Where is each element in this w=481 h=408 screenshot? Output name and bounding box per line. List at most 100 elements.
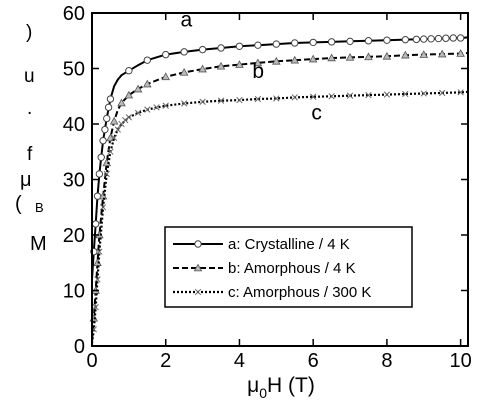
y-axis-label-glyph: .: [27, 98, 32, 119]
data-point-b: [198, 64, 207, 73]
data-point-c: [346, 92, 354, 99]
x-axis-label-rest: H (T): [267, 374, 315, 397]
data-point-a: [143, 56, 151, 64]
data-point-a: [180, 48, 188, 56]
x-axis-label-main: μ: [247, 374, 259, 397]
y-axis-label: ) u. fμ(B M: [15, 22, 47, 255]
data-point-a: [91, 220, 100, 228]
data-point-a: [412, 35, 421, 44]
legend-item-c: c: Amorphous / 300 K: [173, 284, 371, 301]
data-point-a: [434, 34, 443, 43]
data-point-c: [162, 102, 169, 109]
data-point-c: [144, 106, 151, 113]
x-axis-label-sub: 0: [259, 385, 267, 401]
y-axis-label-glyph: f: [27, 144, 33, 165]
x-tick-label: 4: [234, 350, 245, 372]
data-point-c: [110, 134, 118, 142]
curve-label-c: c: [311, 102, 322, 125]
data-point-b: [419, 50, 429, 58]
y-axis-label-glyph: B: [35, 200, 44, 215]
data-point-c: [217, 97, 225, 104]
data-point-b: [179, 67, 189, 76]
data-point-a: [125, 67, 133, 75]
legend-item-b: b: Amorphous / 4 K: [173, 260, 356, 277]
data-point-c: [125, 114, 133, 121]
data-point-c: [420, 90, 427, 97]
data-point-c: [457, 89, 464, 96]
legend-label-b: b: Amorphous / 4 K: [228, 260, 356, 277]
series-line-b: [91, 52, 469, 341]
data-point-c: [94, 276, 101, 283]
x-tick-label: 8: [381, 350, 392, 372]
data-point-c: [99, 204, 107, 211]
data-point-a: [162, 50, 170, 59]
data-point-c: [114, 126, 121, 133]
data-point-a: [364, 37, 373, 45]
data-point-b: [133, 84, 143, 93]
data-point-b: [253, 58, 263, 67]
data-point-b: [235, 60, 244, 68]
data-point-a: [420, 35, 428, 43]
data-point-b: [382, 51, 392, 60]
series-group: [89, 34, 469, 344]
data-point-b: [327, 53, 336, 62]
series-line-c: [90, 90, 469, 344]
y-axis-label-glyph: ): [26, 22, 32, 43]
x-tick-label: 6: [308, 350, 319, 372]
data-point-c: [236, 96, 243, 104]
data-point-a: [291, 39, 299, 47]
y-tick-label: 20: [63, 225, 85, 247]
data-point-a: [449, 34, 457, 42]
data-point-a: [272, 40, 281, 48]
data-point-c: [103, 170, 110, 178]
legend: a: Crystalline / 4 K b: Amorphous / 4 K c:…: [164, 226, 413, 308]
curve-annotations: a b c: [180, 8, 321, 124]
legend-label-a: a: Crystalline / 4 K: [228, 236, 350, 253]
data-point-a: [442, 34, 450, 42]
data-point-c: [107, 148, 114, 155]
data-point-b: [272, 56, 281, 65]
y-tick-label: 10: [63, 281, 85, 303]
y-tick-label: 50: [63, 59, 85, 81]
data-point-a: [309, 38, 317, 47]
data-point-b: [124, 90, 134, 99]
data-point-a: [97, 153, 105, 162]
data-point-b: [117, 98, 126, 107]
y-axis-label-glyph: μ: [20, 169, 32, 191]
data-point-c: [153, 104, 160, 111]
legend-item-a: a: Crystalline / 4 K: [173, 236, 350, 253]
data-point-b: [456, 49, 465, 57]
data-point-c: [122, 116, 129, 124]
data-point-a: [103, 114, 111, 123]
series-b: [89, 49, 469, 341]
x-axis-label: μ0H (T): [247, 374, 315, 401]
data-point-c: [92, 303, 99, 311]
data-point-b: [143, 79, 152, 88]
data-point-a: [217, 44, 225, 52]
legend-box: [164, 226, 413, 308]
axis-ticks: 0 2 4 6 8 10 0 10 20 30 40 50 60: [63, 3, 472, 372]
data-point-a: [254, 41, 262, 49]
data-point-c: [402, 90, 409, 98]
data-point-c: [181, 100, 188, 107]
series-c: [90, 89, 469, 344]
legend-label-c: c: Amorphous / 300 K: [228, 284, 371, 301]
data-point-c: [96, 248, 103, 255]
y-axis-label-glyph: (: [15, 193, 22, 215]
data-point-c: [383, 91, 391, 98]
data-point-b: [161, 72, 171, 81]
y-tick-label: 40: [63, 114, 85, 136]
y-tick-label: 0: [74, 336, 85, 358]
data-point-a: [383, 36, 391, 44]
legend-marker-c: [194, 288, 202, 296]
data-point-a: [401, 35, 410, 44]
x-tick-label: 0: [86, 350, 97, 372]
data-point-c: [199, 98, 206, 105]
data-point-b: [364, 52, 373, 61]
data-point-b: [290, 55, 300, 64]
data-point-c: [328, 93, 335, 100]
data-point-c: [365, 91, 372, 99]
data-point-c: [273, 95, 280, 102]
data-point-b: [216, 61, 226, 70]
